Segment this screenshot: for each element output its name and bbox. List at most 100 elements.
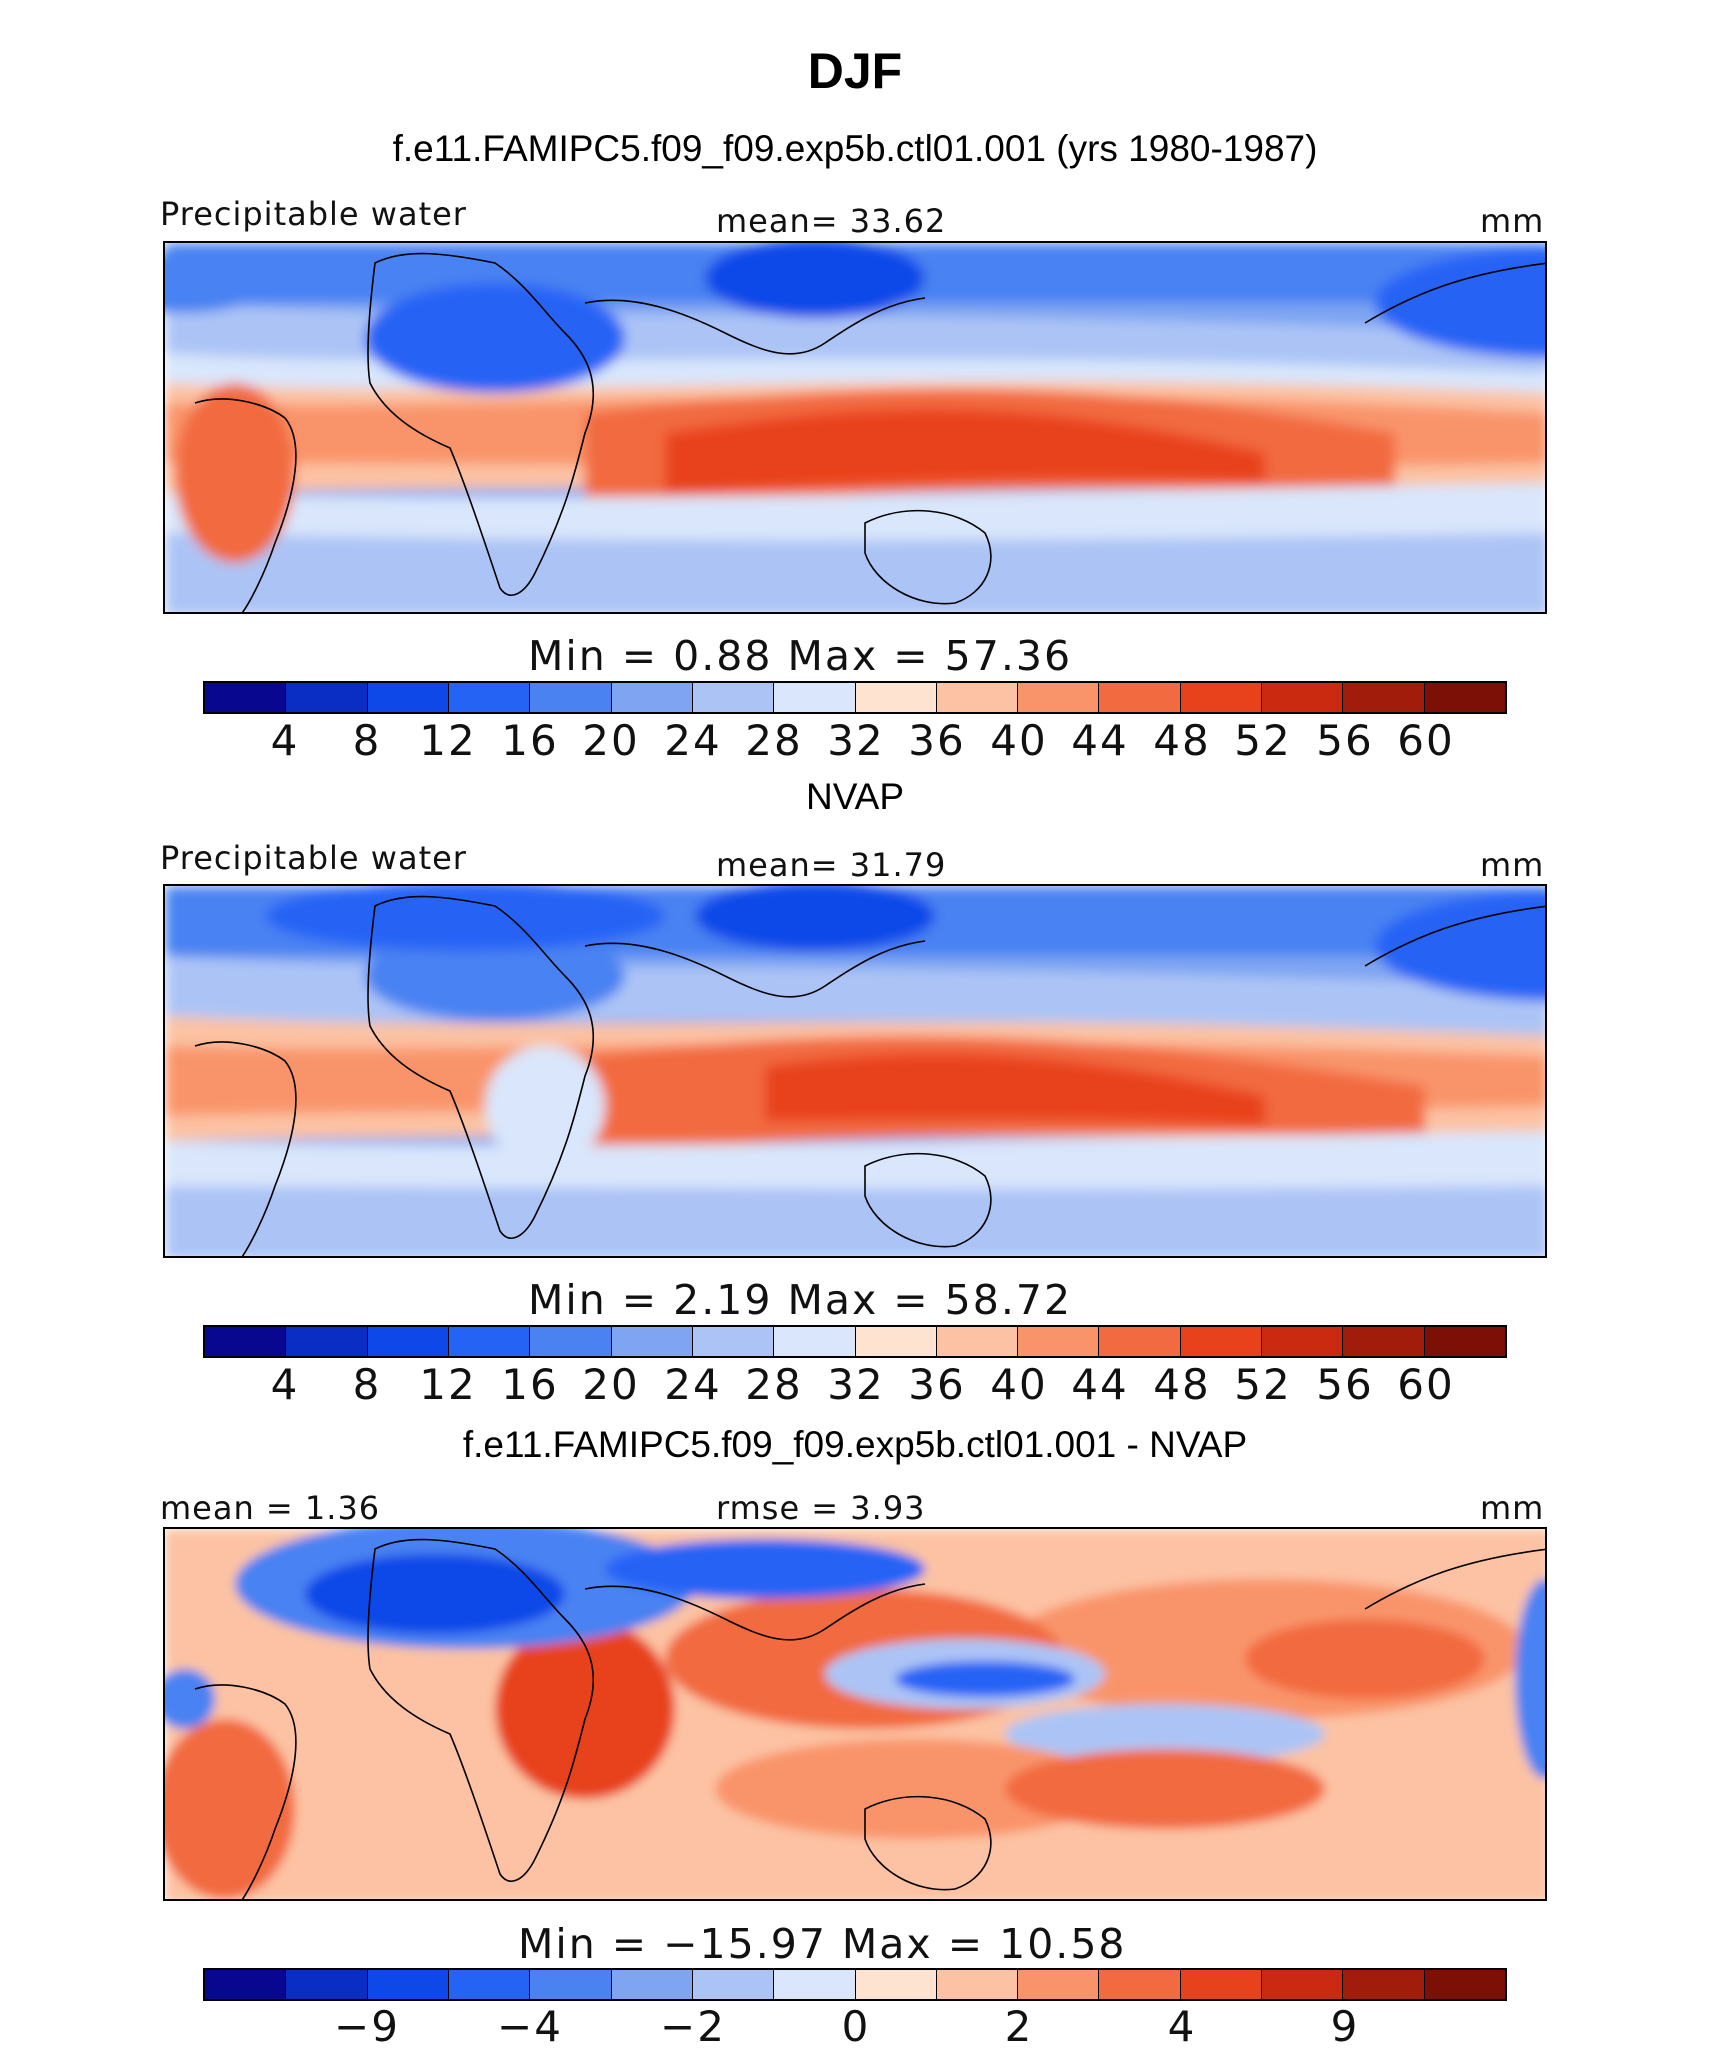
colorbar-tick-label: 32 — [827, 716, 885, 765]
colorbar-tick-label: 16 — [501, 716, 559, 765]
panel-1-units-label: mm — [1480, 202, 1545, 240]
panel-1-heading: f.e11.FAMIPC5.f09_f09.exp5b.ctl01.001 (y… — [392, 128, 1318, 169]
colorbar-swatch — [1343, 683, 1425, 712]
colorbar-swatch — [286, 1327, 368, 1356]
panel-3-minmax: Min = −15.97 Max = 10.58 — [518, 1920, 1127, 1968]
colorbar-tick-label: 44 — [1071, 716, 1129, 765]
colorbar-tick-label: 24 — [664, 1360, 722, 1409]
colorbar-swatch — [1343, 1327, 1425, 1356]
colorbar-tick-label: 28 — [745, 1360, 803, 1409]
colorbar-swatch — [1424, 1970, 1505, 1999]
colorbar-swatch — [205, 1327, 287, 1356]
colorbar-swatch — [1262, 1970, 1344, 1999]
panel-1-variable-label: Precipitable water — [160, 195, 467, 233]
colorbar-tick-label: 28 — [745, 716, 803, 765]
colorbar-tick-label: 48 — [1153, 1360, 1211, 1409]
colorbar-tick-label: 24 — [664, 716, 722, 765]
colorbar-tick-label: 40 — [990, 1360, 1048, 1409]
colorbar-tick-label: 8 — [352, 1360, 382, 1409]
colorbar-tick-label: 4 — [1167, 2002, 1197, 2051]
colorbar-swatch — [1262, 1327, 1344, 1356]
colorbar-swatch — [530, 1970, 612, 1999]
colorbar-tick-label: 56 — [1316, 716, 1374, 765]
colorbar-swatch — [936, 1327, 1019, 1356]
colorbar-swatch — [1343, 1970, 1425, 1999]
colorbar-swatch — [611, 1970, 693, 1999]
colorbar-swatch — [1180, 1970, 1263, 1999]
colorbar-swatch — [1099, 683, 1181, 712]
panel-3-colorbar — [203, 1968, 1507, 2001]
panel-2-map — [163, 884, 1547, 1258]
colorbar-tick-label: 48 — [1153, 716, 1211, 765]
figure-title: DJF — [807, 43, 903, 99]
panel-1-mean-label: mean= 33.62 — [716, 202, 947, 240]
colorbar-tick-label: 12 — [419, 1360, 477, 1409]
colorbar-swatch — [367, 1327, 449, 1356]
colorbar-tick-label: 20 — [582, 1360, 640, 1409]
colorbar-swatch — [774, 1327, 856, 1356]
colorbar-swatch — [530, 1327, 612, 1356]
colorbar-tick-label: 4 — [270, 1360, 300, 1409]
colorbar-tick-label: 52 — [1234, 1360, 1292, 1409]
colorbar-swatch — [855, 1970, 937, 1999]
colorbar-swatch — [448, 683, 531, 712]
colorbar-swatch — [367, 683, 449, 712]
colorbar-tick-label: 36 — [908, 716, 966, 765]
panel-3-heading: f.e11.FAMIPC5.f09_f09.exp5b.ctl01.001 - … — [462, 1424, 1248, 1465]
colorbar-tick-label: 20 — [582, 716, 640, 765]
panel-3-rmse-label: rmse = 3.93 — [716, 1489, 926, 1527]
colorbar-swatch — [855, 683, 937, 712]
colorbar-swatch — [1099, 1327, 1181, 1356]
panel-2-minmax: Min = 2.19 Max = 58.72 — [528, 1276, 1073, 1324]
panel-2-units-label: mm — [1480, 846, 1545, 884]
panel-3-map — [163, 1527, 1547, 1901]
colorbar-swatch — [774, 683, 856, 712]
colorbar-tick-label: −9 — [334, 2002, 400, 2051]
colorbar-swatch — [936, 1970, 1019, 1999]
colorbar-swatch — [286, 1970, 368, 1999]
colorbar-swatch — [1180, 683, 1263, 712]
colorbar-swatch — [692, 683, 775, 712]
colorbar-swatch — [205, 683, 287, 712]
colorbar-tick-label: 2 — [1004, 2002, 1034, 2051]
colorbar-swatch — [774, 1970, 856, 1999]
colorbar-tick-label: 32 — [827, 1360, 885, 1409]
colorbar-tick-label: −4 — [497, 2002, 563, 2051]
colorbar-swatch — [1018, 1327, 1100, 1356]
panel-3-units-label: mm — [1480, 1489, 1545, 1527]
colorbar-tick-label: 9 — [1330, 2002, 1360, 2051]
colorbar-tick-label: 16 — [501, 1360, 559, 1409]
colorbar-tick-label: 52 — [1234, 716, 1292, 765]
colorbar-tick-label: 44 — [1071, 1360, 1129, 1409]
colorbar-tick-label: 12 — [419, 716, 477, 765]
panel-2-heading: NVAP — [805, 776, 904, 817]
colorbar-swatch — [1262, 683, 1344, 712]
colorbar-swatch — [692, 1327, 775, 1356]
colorbar-swatch — [367, 1970, 449, 1999]
panel-2-colorbar — [203, 1325, 1507, 1358]
panel-2-variable-label: Precipitable water — [160, 839, 467, 877]
colorbar-swatch — [530, 683, 612, 712]
panel-1-map — [163, 241, 1547, 614]
colorbar-tick-label: 4 — [270, 716, 300, 765]
colorbar-swatch — [1180, 1327, 1263, 1356]
colorbar-tick-label: 40 — [990, 716, 1048, 765]
colorbar-swatch — [1099, 1970, 1181, 1999]
colorbar-swatch — [611, 1327, 693, 1356]
panel-3-mean-label: mean = 1.36 — [160, 1489, 381, 1527]
colorbar-swatch — [611, 683, 693, 712]
colorbar-swatch — [1424, 1327, 1505, 1356]
colorbar-tick-label: 36 — [908, 1360, 966, 1409]
colorbar-swatch — [1018, 683, 1100, 712]
colorbar-tick-label: 0 — [841, 2002, 871, 2051]
colorbar-tick-label: 56 — [1316, 1360, 1374, 1409]
panel-2-mean-label: mean= 31.79 — [716, 846, 947, 884]
colorbar-swatch — [855, 1327, 937, 1356]
colorbar-tick-label: 60 — [1397, 1360, 1455, 1409]
colorbar-swatch — [448, 1327, 531, 1356]
colorbar-tick-label: 60 — [1397, 716, 1455, 765]
colorbar-swatch — [1018, 1970, 1100, 1999]
panel-1-colorbar — [203, 681, 1507, 714]
colorbar-swatch — [286, 683, 368, 712]
panel-1-minmax: Min = 0.88 Max = 57.36 — [528, 632, 1073, 680]
